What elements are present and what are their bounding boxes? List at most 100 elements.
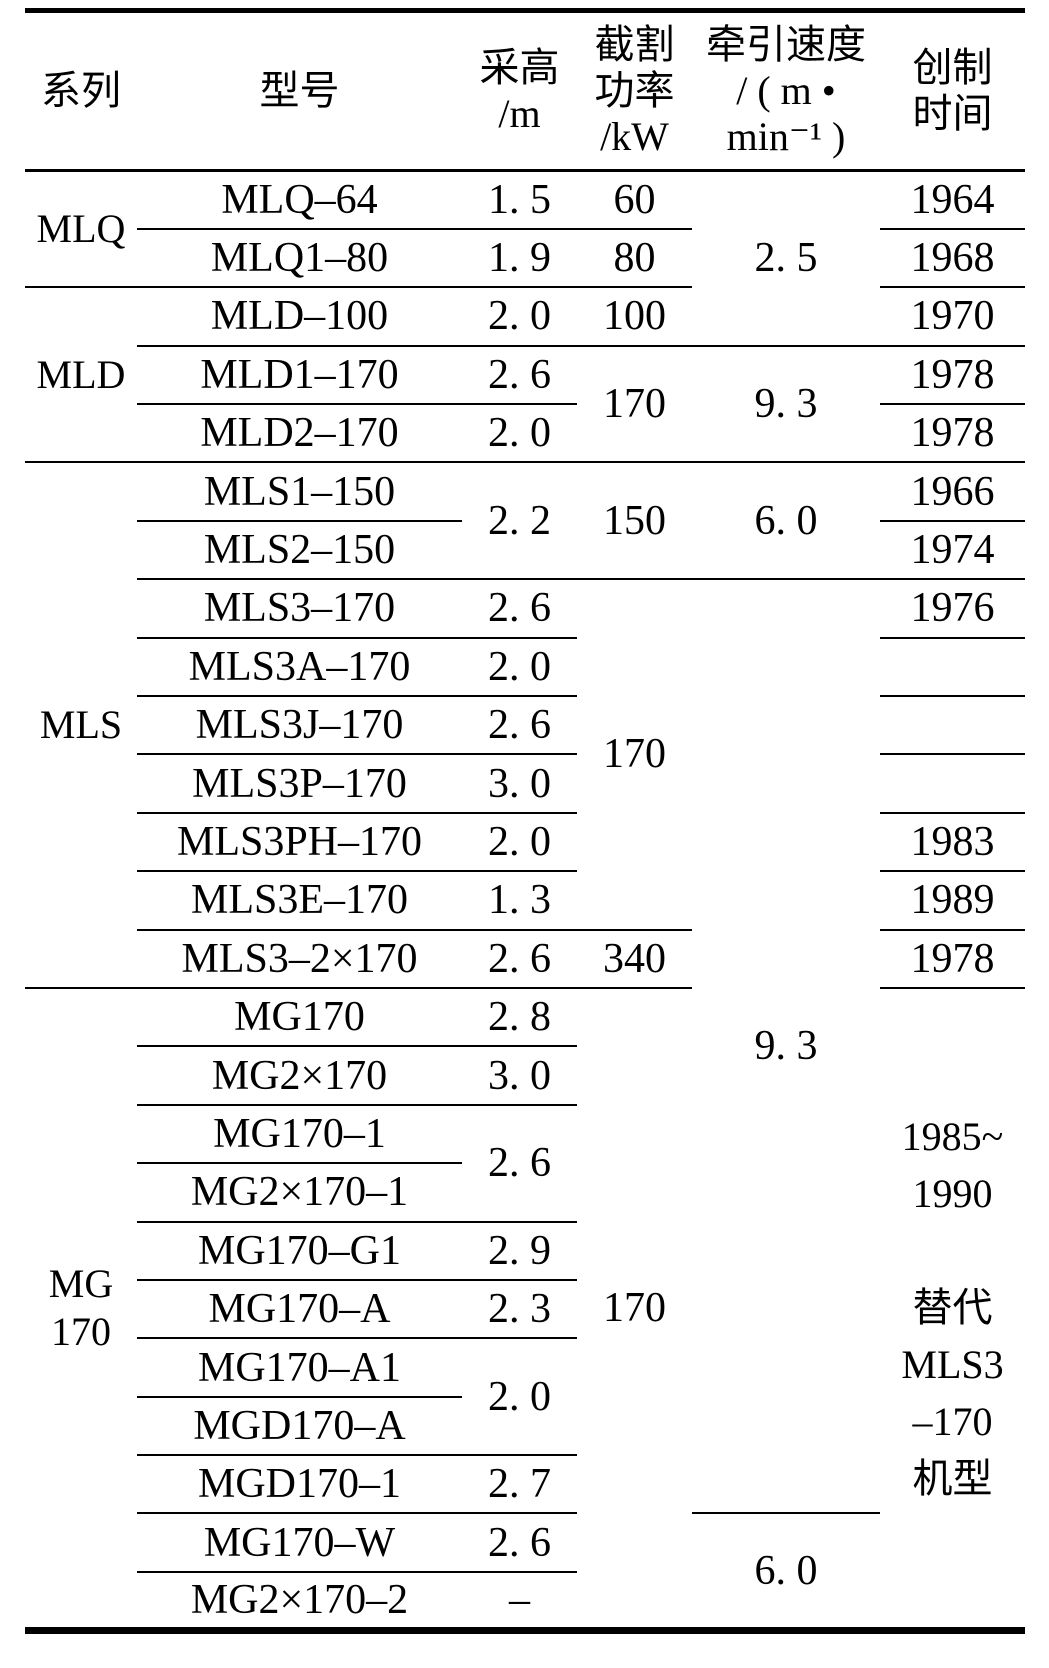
- col-header-cutting-power: 截割 功率 /kW: [577, 10, 692, 172]
- height-cell: 2. 9: [462, 1221, 577, 1281]
- model-cell: MLS3J–170: [137, 696, 462, 756]
- model-cell: MLD–100: [137, 287, 462, 347]
- series-cell-mg170: MG 170: [48, 1260, 114, 1354]
- model-cell: MG2×170–1: [137, 1163, 462, 1223]
- table-row: MG 170 MG170 2. 8 170 1985~ 1990 替代 MLS3…: [25, 987, 1025, 1501]
- year-cell: [880, 696, 1025, 756]
- model-cell: MLS3E–170: [137, 871, 462, 931]
- year-cell: 1978: [880, 345, 1025, 406]
- year-cell: 1983: [880, 812, 1025, 873]
- height-cell: 2. 6: [462, 1513, 577, 1573]
- table-row: MG170–W 2. 6 6. 0: [25, 1513, 1025, 1594]
- table-row: MLS2–150 1974: [25, 520, 1025, 581]
- year-cell: 1978: [880, 404, 1025, 464]
- power-cell: 100: [577, 287, 692, 347]
- height-cell: 2. 0: [462, 812, 577, 873]
- model-cell: MLS3–2×170: [137, 929, 462, 989]
- year-cell: 1968: [880, 228, 1025, 289]
- speed-cell: 9. 3: [692, 345, 880, 464]
- height-cell: 3. 0: [462, 1046, 577, 1106]
- model-cell: MLS1–150: [137, 462, 462, 522]
- power-cell: 170: [577, 579, 692, 931]
- height-cell: 2. 6: [462, 696, 577, 756]
- shearer-spec-table: 系列 型号 采高 /m 截割 功率 /kW 牵引速度 / ( m • min⁻¹…: [25, 8, 1025, 1634]
- year-cell: [880, 637, 1025, 698]
- model-cell: MLQ–64: [137, 170, 462, 230]
- col-header-mining-height: 采高 /m: [462, 10, 577, 172]
- height-cell: 2. 6: [462, 929, 577, 989]
- power-cell: 60: [577, 170, 692, 230]
- model-cell: MGD170–A: [137, 1396, 462, 1457]
- table-row: MLS3–2×170 2. 6 340 1978: [25, 929, 1025, 989]
- table-row: MLQ1–80 1. 9 80 1968: [25, 228, 1025, 289]
- speed-cell: 2. 5: [692, 170, 880, 347]
- height-cell: 1. 3: [462, 871, 577, 931]
- height-cell: 3. 0: [462, 754, 577, 814]
- model-cell: MLD1–170: [137, 345, 462, 406]
- col-header-model: 型号: [137, 10, 462, 172]
- year-cell: 1985~ 1990 替代 MLS3 –170 机型: [901, 1114, 1004, 1502]
- model-cell: MG170–A: [137, 1279, 462, 1340]
- height-cell: 2. 0: [462, 1338, 577, 1457]
- height-cell: 2. 6: [462, 1104, 577, 1223]
- model-cell: MLS3P–170: [137, 754, 462, 814]
- header-row: 系列 型号 采高 /m 截割 功率 /kW 牵引速度 / ( m • min⁻¹…: [25, 10, 1025, 172]
- year-cell: 1989: [880, 871, 1025, 931]
- table-row: MG170–A1 2. 0: [25, 1338, 1025, 1457]
- height-cell: 2. 0: [462, 404, 577, 464]
- height-cell: 2. 8: [462, 987, 577, 1048]
- series-cell-mls: MLS: [25, 462, 137, 989]
- model-cell: MLS3–170: [137, 579, 462, 639]
- table-row: MLS3A–170 2. 0: [25, 637, 1025, 698]
- table-row: MG170–1 2. 6: [25, 1104, 1025, 1223]
- table-row: MGD170–1 2. 7: [25, 1455, 1025, 1515]
- power-cell: 150: [577, 462, 692, 581]
- series-cell-mlq: MLQ: [25, 170, 137, 289]
- model-cell: MG2×170–2: [190, 1576, 409, 1623]
- series-cell-mld: MLD: [25, 287, 137, 464]
- model-cell: MG170–W: [137, 1513, 462, 1573]
- table-row: MLS3PH–170 2. 0 1983: [25, 812, 1025, 873]
- model-cell: MLS3A–170: [137, 637, 462, 698]
- height-cell: 1. 9: [462, 228, 577, 289]
- height-cell: 2. 2: [462, 462, 577, 581]
- model-cell: MG170–1: [137, 1104, 462, 1165]
- year-cell: 1970: [880, 287, 1025, 347]
- table-row: MLD1–170 2. 6 170 9. 3 1978: [25, 345, 1025, 464]
- power-cell: 170: [603, 1284, 666, 1331]
- year-cell: 1976: [880, 579, 1025, 639]
- table-row: MLD MLD–100 2. 0 100 1970: [25, 287, 1025, 464]
- power-cell: 170: [577, 345, 692, 464]
- table-row: MG2×170 3. 0: [25, 1046, 1025, 1106]
- table-row: MG170–G1 2. 9: [25, 1221, 1025, 1281]
- table-row: MG170–A 2. 3: [25, 1279, 1025, 1340]
- year-cell: 1978: [880, 929, 1025, 989]
- model-cell: MG170: [137, 987, 462, 1048]
- table-row: MLS3–170 2. 6 170 9. 3 1976: [25, 579, 1025, 1515]
- year-cell: 1964: [880, 170, 1025, 230]
- height-cell: 1. 5: [462, 170, 577, 230]
- height-cell: 2. 3: [462, 1279, 577, 1340]
- year-cell: [880, 754, 1025, 814]
- model-cell: MLS3PH–170: [137, 812, 462, 873]
- col-header-series: 系列: [25, 10, 137, 172]
- speed-cell: 9. 3: [692, 579, 880, 1515]
- model-cell: MLD2–170: [137, 404, 462, 464]
- col-header-creation-year: 创制 时间: [880, 10, 1025, 172]
- table-row: MLQ MLQ–64 1. 5 60 2. 5 1964: [25, 170, 1025, 347]
- model-cell: MG170–A1: [137, 1338, 462, 1398]
- col-header-haulage-speed: 牵引速度 / ( m • min⁻¹ ): [692, 10, 880, 172]
- model-cell: MG2×170: [137, 1046, 462, 1106]
- table-row: MLS3J–170 2. 6: [25, 696, 1025, 756]
- table-row: MLS3E–170 1. 3 1989: [25, 871, 1025, 931]
- height-cell: –: [509, 1576, 530, 1623]
- model-cell: MGD170–1: [137, 1455, 462, 1515]
- table-row: MG2×170–1: [25, 1163, 1025, 1223]
- table-row: MLD2–170 2. 0 1978: [25, 404, 1025, 464]
- table-row: MGD170–A: [25, 1396, 1025, 1457]
- height-cell: 2. 6: [462, 345, 577, 406]
- table-row: MLS3P–170 3. 0: [25, 754, 1025, 814]
- height-cell: 2. 7: [462, 1455, 577, 1515]
- speed-cell: 6. 0: [754, 1547, 818, 1594]
